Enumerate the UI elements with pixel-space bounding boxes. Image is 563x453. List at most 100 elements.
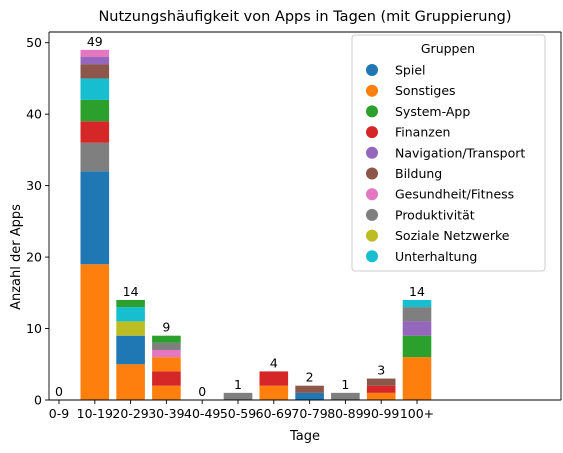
legend-label: Gesundheit/Fitness bbox=[395, 187, 514, 202]
x-tick-label: 90-99 bbox=[363, 406, 399, 421]
bar-segment bbox=[295, 392, 324, 400]
legend-item: Bildung bbox=[366, 166, 442, 181]
x-tick-label: 30-39 bbox=[148, 406, 184, 421]
x-tick-label: 20-29 bbox=[112, 406, 148, 421]
legend-item: Finanzen bbox=[366, 125, 450, 140]
legend-label: Finanzen bbox=[395, 125, 450, 140]
bar-segment bbox=[80, 171, 110, 265]
bar-segment bbox=[331, 392, 360, 400]
legend-marker bbox=[366, 146, 378, 159]
y-tick-label: 30 bbox=[26, 178, 42, 193]
bar-segment bbox=[152, 371, 181, 386]
bar-total-label: 4 bbox=[270, 355, 278, 370]
x-tick-label: 100+ bbox=[400, 406, 434, 421]
bar-segment bbox=[402, 335, 432, 358]
legend-label: Sonstiges bbox=[395, 83, 456, 98]
bar-segment bbox=[116, 364, 145, 400]
x-tick-label: 50-59 bbox=[220, 406, 256, 421]
bar-segment bbox=[152, 385, 181, 400]
legend-item: Produktivität bbox=[366, 207, 475, 222]
x-axis-label: Tage bbox=[289, 429, 320, 444]
legend-label: Unterhaltung bbox=[395, 249, 477, 264]
chart-title: Nutzungshäufigkeit von Apps in Tagen (mi… bbox=[98, 9, 511, 25]
bar-total-label: 2 bbox=[306, 370, 314, 385]
legend-item: Sonstiges bbox=[366, 83, 456, 98]
legend-item: Soziale Netzwerke bbox=[366, 228, 510, 243]
bar-segment bbox=[116, 299, 145, 308]
y-tick-label: 0 bbox=[34, 393, 42, 408]
legend-frame bbox=[351, 34, 546, 272]
bar-segment bbox=[402, 321, 432, 336]
bar-total-label: 3 bbox=[377, 363, 385, 378]
bar-segment bbox=[223, 392, 253, 400]
bar-segment bbox=[152, 357, 181, 372]
bar-segment bbox=[80, 57, 110, 65]
bar-segment bbox=[152, 335, 181, 343]
legend-label: Produktivität bbox=[395, 207, 475, 222]
bar-segment bbox=[366, 392, 396, 400]
y-tick-label: 10 bbox=[26, 321, 42, 336]
bar-total-label: 1 bbox=[341, 377, 349, 392]
bar-total-label: 14 bbox=[409, 284, 425, 299]
bar-segment bbox=[116, 307, 145, 322]
legend-label: System-App bbox=[395, 104, 470, 119]
legend-item: Unterhaltung bbox=[366, 249, 477, 264]
bar-segment bbox=[80, 49, 110, 58]
bar-total-label: 9 bbox=[162, 320, 170, 335]
bar-segment bbox=[295, 385, 324, 393]
x-tick-label: 60-69 bbox=[256, 406, 292, 421]
bar-segment bbox=[259, 385, 289, 400]
legend-item: Gesundheit/Fitness bbox=[366, 187, 514, 202]
legend-label: Navigation/Transport bbox=[395, 145, 525, 160]
y-tick-label: 20 bbox=[26, 250, 42, 265]
x-tick-label: 70-79 bbox=[291, 406, 327, 421]
bars-layer bbox=[80, 49, 432, 400]
bar-segment bbox=[80, 264, 110, 400]
bar-segment bbox=[402, 357, 432, 400]
legend-marker bbox=[366, 64, 378, 76]
bar-segment bbox=[80, 99, 110, 122]
legend-item: Spiel bbox=[366, 63, 426, 78]
legend-marker bbox=[366, 84, 378, 97]
bar-segment bbox=[116, 335, 145, 365]
x-tick-label: 40-49 bbox=[184, 406, 220, 421]
x-tick-label: 10-19 bbox=[77, 406, 113, 421]
bar-segment bbox=[366, 385, 396, 393]
legend-marker bbox=[366, 126, 378, 139]
x-tick-label: 80-89 bbox=[327, 406, 363, 421]
y-axis-label: Anzahl der Apps bbox=[9, 204, 24, 310]
bar-total-label: 0 bbox=[198, 384, 206, 399]
bar-total-label: 1 bbox=[234, 377, 242, 392]
legend-marker bbox=[366, 105, 378, 118]
bar-segment bbox=[116, 321, 145, 336]
legend-marker bbox=[366, 167, 378, 180]
legend: Gruppen Spiel Sonstiges System-App Finanzen… bbox=[351, 34, 546, 272]
legend-items: Spiel Sonstiges System-App Finanzen Navigati… bbox=[366, 63, 525, 264]
legend-marker bbox=[366, 229, 378, 242]
bar-total-label: 14 bbox=[123, 284, 139, 299]
bar-segment bbox=[366, 378, 396, 386]
bar-segment bbox=[152, 349, 181, 358]
bar-segment bbox=[80, 121, 110, 143]
bar-segment bbox=[152, 342, 181, 350]
x-tick-label: 0-9 bbox=[49, 406, 69, 421]
y-tick-label: 50 bbox=[26, 35, 42, 50]
bar-segment bbox=[80, 64, 110, 79]
legend-label: Soziale Netzwerke bbox=[395, 228, 510, 243]
y-tick-label: 40 bbox=[26, 107, 42, 122]
bar-segment bbox=[402, 299, 432, 308]
bar-total-label: 0 bbox=[55, 384, 63, 399]
bar-segment bbox=[80, 142, 110, 172]
legend-marker bbox=[366, 208, 378, 221]
legend-label: Spiel bbox=[395, 63, 426, 78]
bar-segment bbox=[80, 78, 110, 100]
legend-label: Bildung bbox=[395, 166, 442, 181]
legend-title: Gruppen bbox=[421, 41, 475, 56]
legend-marker bbox=[366, 250, 378, 263]
bar-total-label: 49 bbox=[87, 34, 103, 49]
legend-item: Navigation/Transport bbox=[366, 145, 525, 160]
legend-marker bbox=[366, 188, 378, 201]
